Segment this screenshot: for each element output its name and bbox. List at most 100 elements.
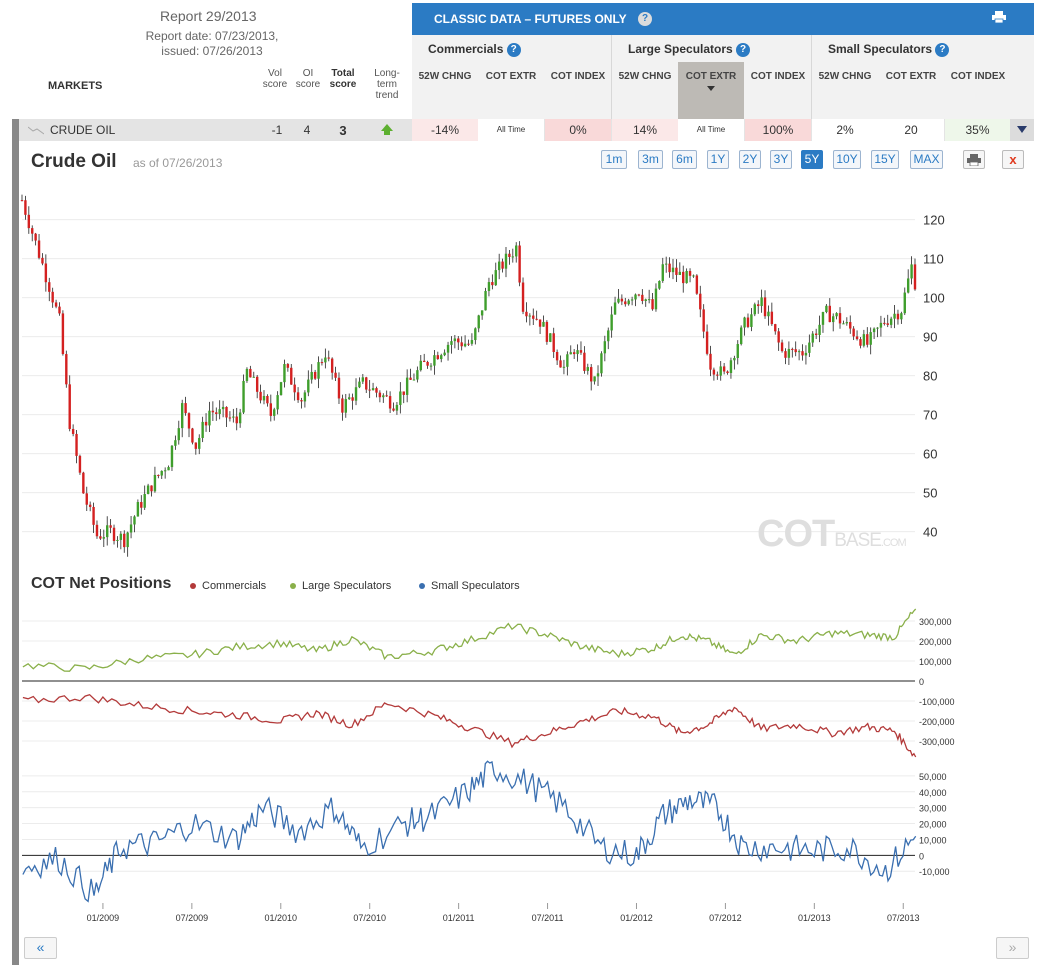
candle-body [532, 315, 535, 319]
range-button-3y[interactable]: 3Y [770, 150, 792, 169]
range-button-6m[interactable]: 6m [672, 150, 697, 169]
candle-body [71, 428, 75, 434]
candle-body [736, 344, 739, 358]
commercials-52w-header[interactable]: 52W CHNG [418, 71, 472, 82]
range-button-10y[interactable]: 10Y [833, 150, 861, 169]
help-icon[interactable]: ? [736, 42, 751, 57]
commercials-index-header[interactable]: COT INDEX [550, 71, 606, 82]
legend-item[interactable]: Commercials [190, 580, 266, 592]
legend-label: Commercials [202, 580, 267, 592]
print-icon[interactable] [992, 11, 1006, 23]
y-tick-label: 40,000 [919, 788, 947, 798]
candle-body [429, 365, 433, 367]
candle-body [180, 403, 184, 429]
total-score-header[interactable]: Total score [329, 68, 357, 90]
x-tick-label: 01/2009 [87, 913, 120, 923]
candle-body [433, 355, 436, 366]
candle-body [794, 349, 797, 353]
candle-body [876, 327, 879, 329]
close-chart-button[interactable]: x [1002, 150, 1024, 169]
candle-body [136, 502, 140, 517]
candle-body [831, 316, 835, 323]
row-cell: -14% [412, 119, 478, 141]
table-row[interactable]: CRUDE OIL -1 4 3 -14% All Time 0% 14% All Ti… [12, 119, 1034, 141]
range-button-15y[interactable]: 15Y [871, 150, 899, 169]
range-button-3m[interactable]: 3m [638, 150, 663, 169]
candle-body [630, 299, 634, 301]
candle-body [416, 370, 419, 380]
candle-body [705, 331, 709, 354]
vol-score-header[interactable]: Vol score [262, 68, 288, 90]
candle-body [808, 342, 811, 353]
candle-body [562, 366, 566, 368]
small-spec-index-header[interactable]: COT INDEX [950, 71, 1006, 82]
market-name[interactable]: CRUDE OIL [50, 123, 116, 137]
range-button-2y[interactable]: 2Y [739, 150, 761, 169]
group-large-speculators: Large Speculators ? 52W CHNG COT EXTR CO… [612, 35, 812, 119]
candle-body [140, 502, 143, 508]
help-icon[interactable]: ? [935, 42, 950, 57]
commercials-extr-header[interactable]: COT EXTR [485, 71, 537, 82]
trend-header[interactable]: Long-term trend [374, 68, 400, 101]
legend-item[interactable]: Large Speculators [290, 580, 391, 592]
group-commercials: Commercials ? 52W CHNG COT EXTR COT INDE… [412, 35, 612, 119]
range-button-1y[interactable]: 1Y [707, 150, 729, 169]
candle-body [791, 348, 794, 350]
candle-body [392, 408, 395, 411]
row-dropdown-button[interactable] [1010, 119, 1034, 141]
markets-header[interactable]: MARKETS [48, 80, 103, 92]
candle-body [112, 527, 116, 541]
prev-button[interactable]: « [24, 937, 57, 959]
print-chart-button[interactable] [963, 150, 985, 169]
candle-body [344, 399, 347, 413]
candle-body [624, 301, 627, 305]
candle-body [446, 344, 450, 353]
candle-body [75, 433, 78, 456]
candle-body [99, 536, 102, 539]
candle-body [187, 413, 191, 429]
range-button-5y[interactable]: 5Y [801, 150, 823, 169]
y-tick-label: 80 [923, 369, 937, 384]
legend-dot-icon [419, 583, 425, 590]
candle-body [774, 324, 777, 332]
candle-body [859, 339, 862, 346]
candle-body [354, 387, 358, 401]
candle-body [44, 263, 48, 283]
help-icon[interactable]: ? [506, 42, 521, 57]
legend-item[interactable]: Small Speculators [419, 580, 520, 592]
y-tick-label: 90 [923, 330, 937, 345]
total-score: 3 [339, 123, 347, 138]
legend-dot-icon [290, 583, 296, 590]
candle-body [194, 442, 198, 449]
large-spec-52w-header[interactable]: 52W CHNG [618, 71, 672, 82]
candle-body [375, 388, 378, 393]
small-spec-52w-header[interactable]: 52W CHNG [818, 71, 872, 82]
next-button[interactable]: » [996, 937, 1029, 959]
candle-body [201, 421, 204, 438]
candle-body [361, 377, 365, 382]
candle-body [743, 317, 746, 328]
candle-body [307, 379, 310, 393]
candle-body [211, 410, 215, 413]
candle-body [426, 361, 429, 366]
x-tick-label: 07/2011 [532, 913, 564, 923]
small-spec-extr-header[interactable]: COT EXTR [885, 71, 937, 82]
candle-body [351, 397, 354, 401]
candle-body [31, 228, 34, 234]
candle-body [607, 330, 610, 342]
series-line-small-speculators [22, 760, 917, 903]
oi-score-header[interactable]: OI score [295, 68, 321, 90]
candle-body [457, 338, 460, 343]
candle-body [204, 421, 208, 426]
help-icon[interactable]: ? [638, 12, 652, 26]
legend-label: Small Speculators [431, 580, 520, 592]
candle-body [109, 525, 112, 528]
candle-body [637, 294, 641, 296]
large-spec-extr-header[interactable]: COT EXTR [678, 62, 744, 119]
large-spec-index-header[interactable]: COT INDEX [750, 71, 806, 82]
candle-body [440, 355, 443, 360]
range-button-1m[interactable]: 1m [601, 150, 627, 169]
candle-body [603, 341, 607, 354]
range-button-max[interactable]: MAX [910, 150, 943, 169]
candle-body [787, 348, 791, 358]
